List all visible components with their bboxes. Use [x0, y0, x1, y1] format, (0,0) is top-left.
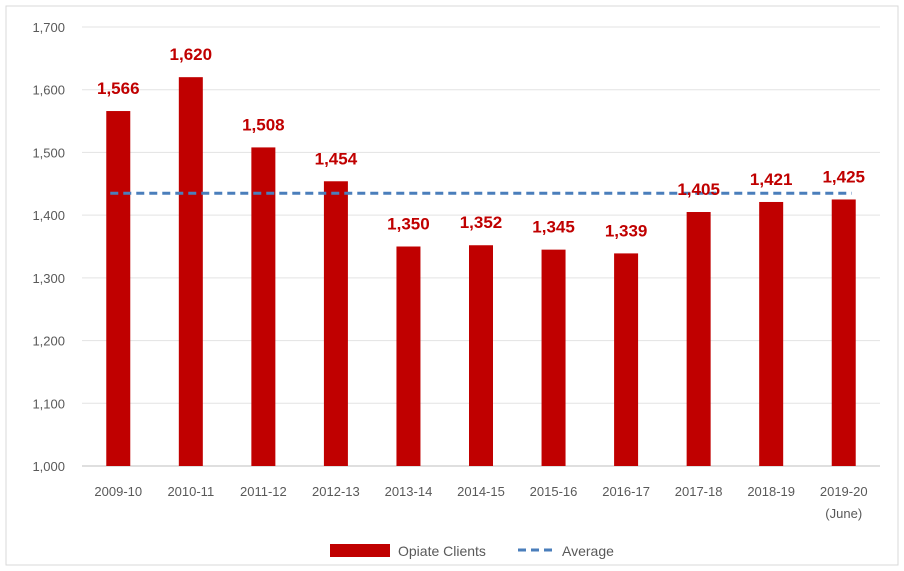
bar: [396, 246, 421, 466]
x-tick-line: 2009-10: [94, 484, 142, 499]
x-axis-ticks: 2009-10 2010-11 2011-12 2012-13 2013-14 2014-…: [94, 484, 867, 521]
bar: [541, 249, 566, 466]
bar: [614, 253, 639, 466]
x-tick-label: 2019-20 (June): [820, 484, 868, 521]
x-tick-line: 2016-17: [602, 484, 650, 499]
x-tick-line: 2011-12: [240, 484, 287, 499]
x-tick-line: 2018-19: [747, 484, 795, 499]
data-label: 1,345: [532, 218, 575, 237]
data-label: 1,352: [460, 213, 503, 232]
x-tick-label: 2016-17: [602, 484, 650, 499]
legend-label-average: Average: [562, 543, 614, 559]
data-label: 1,425: [822, 167, 865, 186]
x-tick-label: 2015-16: [530, 484, 578, 499]
data-labels: 1,566 1,620 1,508 1,454 1,350 1,352 1,345 1,339…: [97, 45, 865, 240]
y-tick-label: 1,500: [32, 145, 65, 160]
data-label: 1,454: [315, 149, 358, 168]
x-tick-label: 2014-15: [457, 484, 505, 499]
x-tick-label: 2012-13: [312, 484, 360, 499]
data-label: 1,620: [170, 45, 213, 64]
bar: [323, 181, 348, 466]
y-tick-label: 1,600: [32, 83, 65, 98]
x-tick-line: 2012-13: [312, 484, 360, 499]
x-tick-line: 2015-16: [530, 484, 578, 499]
x-tick-label: 2018-19: [747, 484, 795, 499]
data-label: 1,405: [677, 180, 720, 199]
bar: [469, 245, 493, 466]
data-label: 1,508: [242, 115, 285, 134]
bar: [686, 212, 711, 466]
y-tick-label: 1,300: [32, 271, 65, 286]
x-tick-label: 2011-12: [240, 484, 287, 499]
data-label: 1,566: [97, 79, 140, 98]
x-tick-line: (June): [825, 506, 862, 521]
bar: [178, 77, 203, 467]
x-tick-line: 2014-15: [457, 484, 505, 499]
bar: [251, 147, 276, 466]
legend: Opiate Clients Average: [330, 543, 614, 559]
chart-border: [5, 5, 899, 566]
x-tick-line: 2010-11: [167, 484, 214, 499]
y-axis-ticks: 1,000 1,100 1,200 1,300 1,400 1,500 1,600 1,700: [32, 20, 65, 474]
y-tick-label: 1,400: [32, 208, 65, 223]
bar: [759, 201, 784, 467]
y-tick-label: 1,200: [32, 334, 65, 349]
legend-label-opiate-clients: Opiate Clients: [398, 543, 486, 559]
x-tick-label: 2009-10: [94, 484, 142, 499]
x-tick-label: 2010-11: [167, 484, 214, 499]
y-tick-label: 1,700: [32, 20, 65, 35]
x-tick-line: 2019-20: [820, 484, 868, 499]
x-tick-line: 2013-14: [385, 484, 433, 499]
bar: [106, 111, 131, 466]
data-label: 1,421: [750, 170, 793, 189]
y-tick-label: 1,100: [32, 396, 65, 411]
data-label: 1,339: [605, 221, 648, 240]
bar: [831, 199, 856, 466]
x-tick-label: 2017-18: [675, 484, 723, 499]
y-tick-label: 1,000: [32, 459, 65, 474]
x-tick-label: 2013-14: [385, 484, 433, 499]
legend-swatch-opiate-clients: [330, 544, 390, 557]
bars: [106, 77, 856, 467]
x-tick-line: 2017-18: [675, 484, 723, 499]
gridlines: [82, 26, 880, 467]
data-label: 1,350: [387, 215, 430, 234]
